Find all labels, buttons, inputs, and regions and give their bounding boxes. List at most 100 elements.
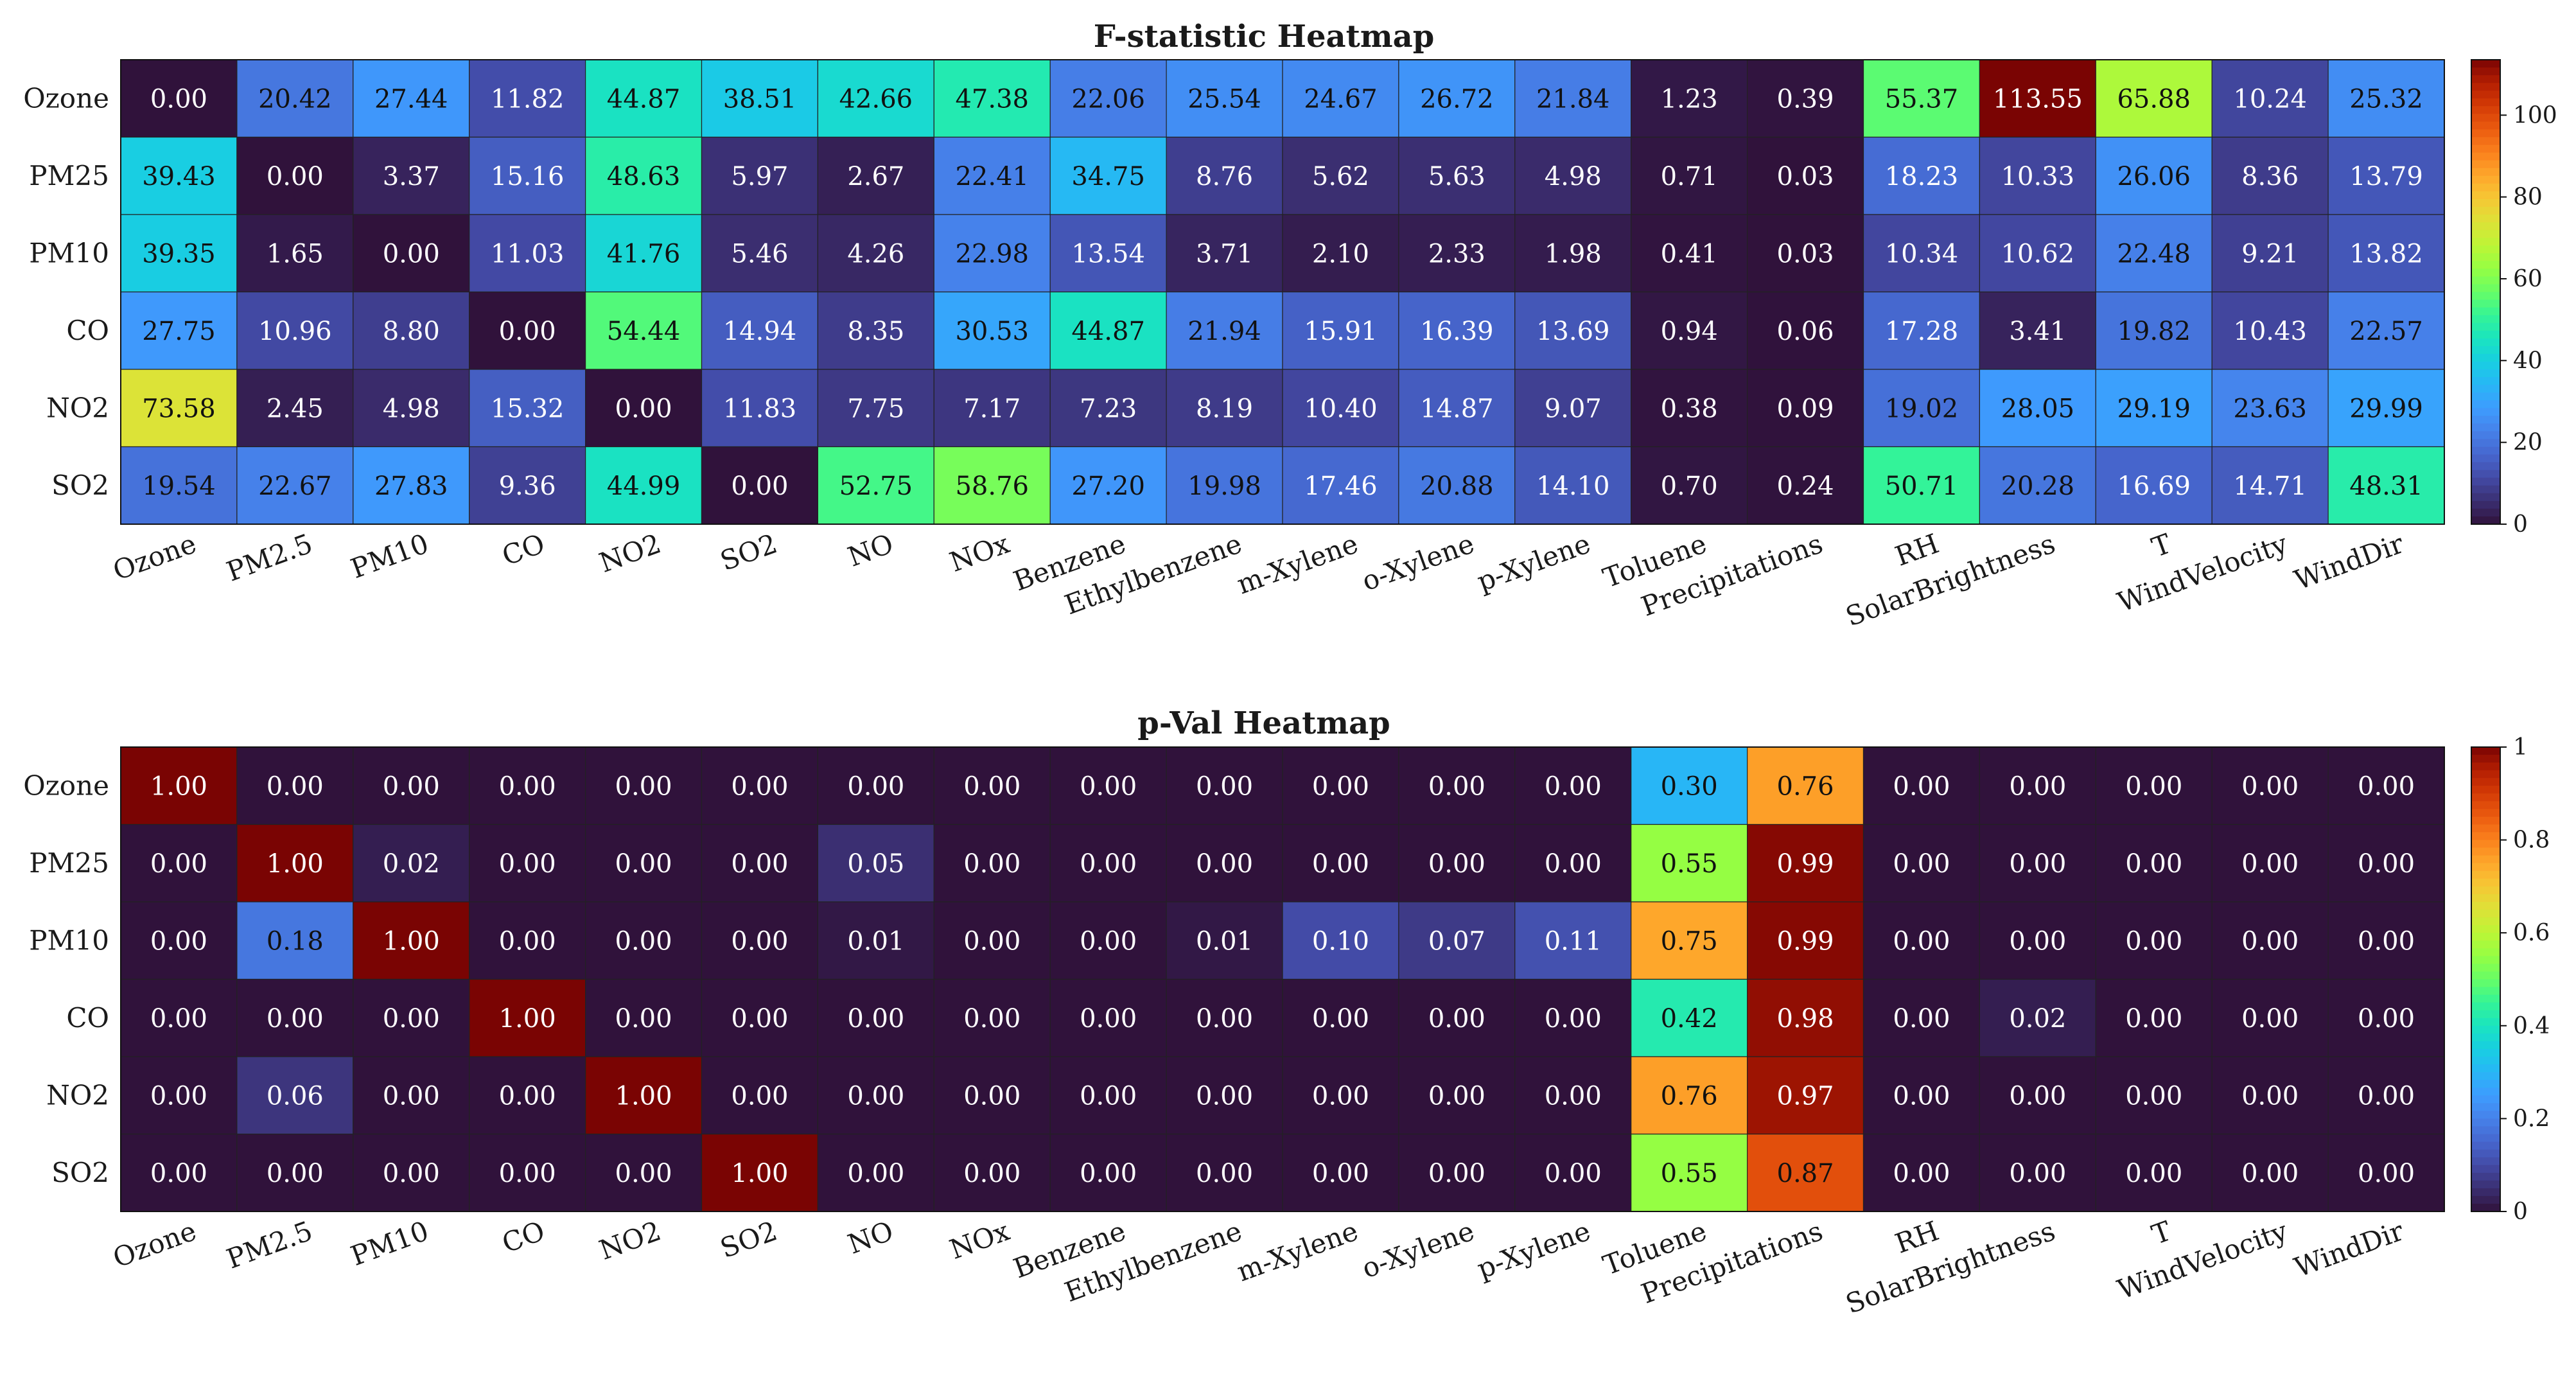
heatmap-cell [1514,1056,1632,1135]
cell-value-label: 20.42 [258,84,332,114]
heatmap-cell [2211,214,2329,293]
heatmap-cell [120,59,238,138]
colorbar-segment [2471,1064,2500,1073]
heatmap-cell [236,446,354,525]
heatmap-cell [1747,369,1864,448]
colorbar-segment [2471,1002,2500,1011]
cell-value-label: 113.55 [1993,84,2083,114]
heatmap-cell [933,824,1051,903]
cell-value-label: 13.54 [1071,239,1145,269]
heatmap-cell [1979,214,2096,293]
colorbar-tick-label: 0.8 [2513,827,2550,854]
heatmap-cell [1862,214,1980,293]
heatmap-cell [1049,136,1167,215]
colorbar-segment [2471,832,2500,841]
colorbar-segment [2471,971,2500,980]
cell-value-label: 7.23 [1080,394,1137,423]
cell-value-label: 65.88 [2117,84,2191,114]
column-label: PM10 [347,1215,433,1272]
cell-value-label: 0.00 [731,471,788,501]
colorbar-tick-label: 1 [2513,734,2528,761]
heatmap-cell [120,136,238,215]
heatmap-cell [353,1133,470,1212]
heatmap-cell [1631,824,1748,903]
colorbar-segment [2471,500,2500,509]
colorbar-segment [2471,230,2500,238]
row-label: CO [66,315,109,346]
cell-value-label: 0.03 [1777,239,1834,269]
heatmap-cell [584,1056,703,1135]
column-label: o-Xylene [1358,1215,1478,1284]
cell-value-label: 18.23 [1885,162,1959,191]
colorbar-segment [2471,276,2500,285]
colorbar-tick-label: 0 [2513,1199,2528,1225]
cell-value-label: 0.00 [615,1159,672,1188]
heatmap-cell [1282,1133,1399,1212]
cell-value-label: 0.76 [1661,1081,1718,1111]
colorbar-segment [2471,1188,2500,1197]
heatmap-cell [1282,136,1399,215]
column-label: m-Xylene [1233,527,1362,600]
heatmap-cell [2327,369,2445,448]
cell-value-label: 0.00 [731,771,788,801]
colorbar-segment [2471,353,2500,362]
heatmap-cell [2095,59,2212,138]
cell-value-label: 0.00 [383,771,440,801]
colorbar-segment [2471,299,2500,308]
cell-value-label: 0.00 [2358,926,2415,956]
heatmap-cell [120,291,238,370]
heatmap-cell [353,446,470,525]
heatmap-cell [1166,1056,1283,1135]
cell-value-label: 0.55 [1661,1159,1718,1188]
heatmap-cell [1747,901,1864,980]
heatmap-cell [933,446,1051,525]
cell-value-label: 0.00 [1893,1004,1950,1034]
cell-value-label: 0.00 [1312,849,1369,879]
colorbar-segment [2471,1103,2500,1112]
colorbar-segment [2471,933,2500,942]
heatmap-cell [2211,291,2329,370]
heatmap-cell [1514,901,1632,980]
cell-value-label: 0.00 [499,849,556,879]
heatmap-cell [120,1056,238,1135]
heatmap-cell [236,214,354,293]
cell-value-label: 22.67 [258,471,332,501]
colorbar-segment [2471,269,2500,277]
colorbar-segment [2471,60,2500,68]
cell-value-label: 0.00 [2241,926,2299,956]
heatmap-cell [701,1133,818,1212]
heatmap-cell [933,59,1051,138]
cell-value-label: 10.33 [2001,162,2075,191]
cell-value-label: 0.00 [615,771,672,801]
cell-value-label: 0.00 [2125,849,2182,879]
column-label: NO2 [595,527,665,579]
colorbar-segment [2471,284,2500,293]
colorbar-segment [2471,338,2500,347]
cell-value-label: 2.67 [847,162,904,191]
cell-value-label: 14.10 [1536,471,1610,501]
heatmap-cell [1166,824,1283,903]
cell-value-label: 0.00 [847,1081,904,1111]
heatmap-cell [353,369,470,448]
heatmap-cell [1049,824,1167,903]
heatmap-cell [1979,746,2096,825]
colorbar-segment [2471,1057,2500,1065]
cell-value-label: 0.55 [1661,849,1718,879]
cell-value-label: 0.00 [267,1159,324,1188]
row-label: SO2 [51,470,109,501]
heatmap-cell [1049,901,1167,980]
cell-value-label: 0.00 [731,1004,788,1034]
cell-value-label: 5.97 [731,162,788,191]
f-statistic-heatmap-title: F-statistic Heatmap [1094,19,1435,55]
cell-value-label: 0.00 [499,926,556,956]
cell-value-label: 0.00 [150,849,207,879]
heatmap-cell [1514,1133,1632,1212]
cell-value-label: 0.00 [963,849,1021,879]
cell-value-label: 50.71 [1885,471,1959,501]
heatmap-cell [1747,214,1864,293]
cell-value-label: 3.41 [2009,317,2066,346]
colorbar-segment [2471,902,2500,910]
heatmap-cell [584,978,703,1057]
cell-value-label: 13.82 [2349,239,2423,269]
colorbar-segment [2471,809,2500,818]
